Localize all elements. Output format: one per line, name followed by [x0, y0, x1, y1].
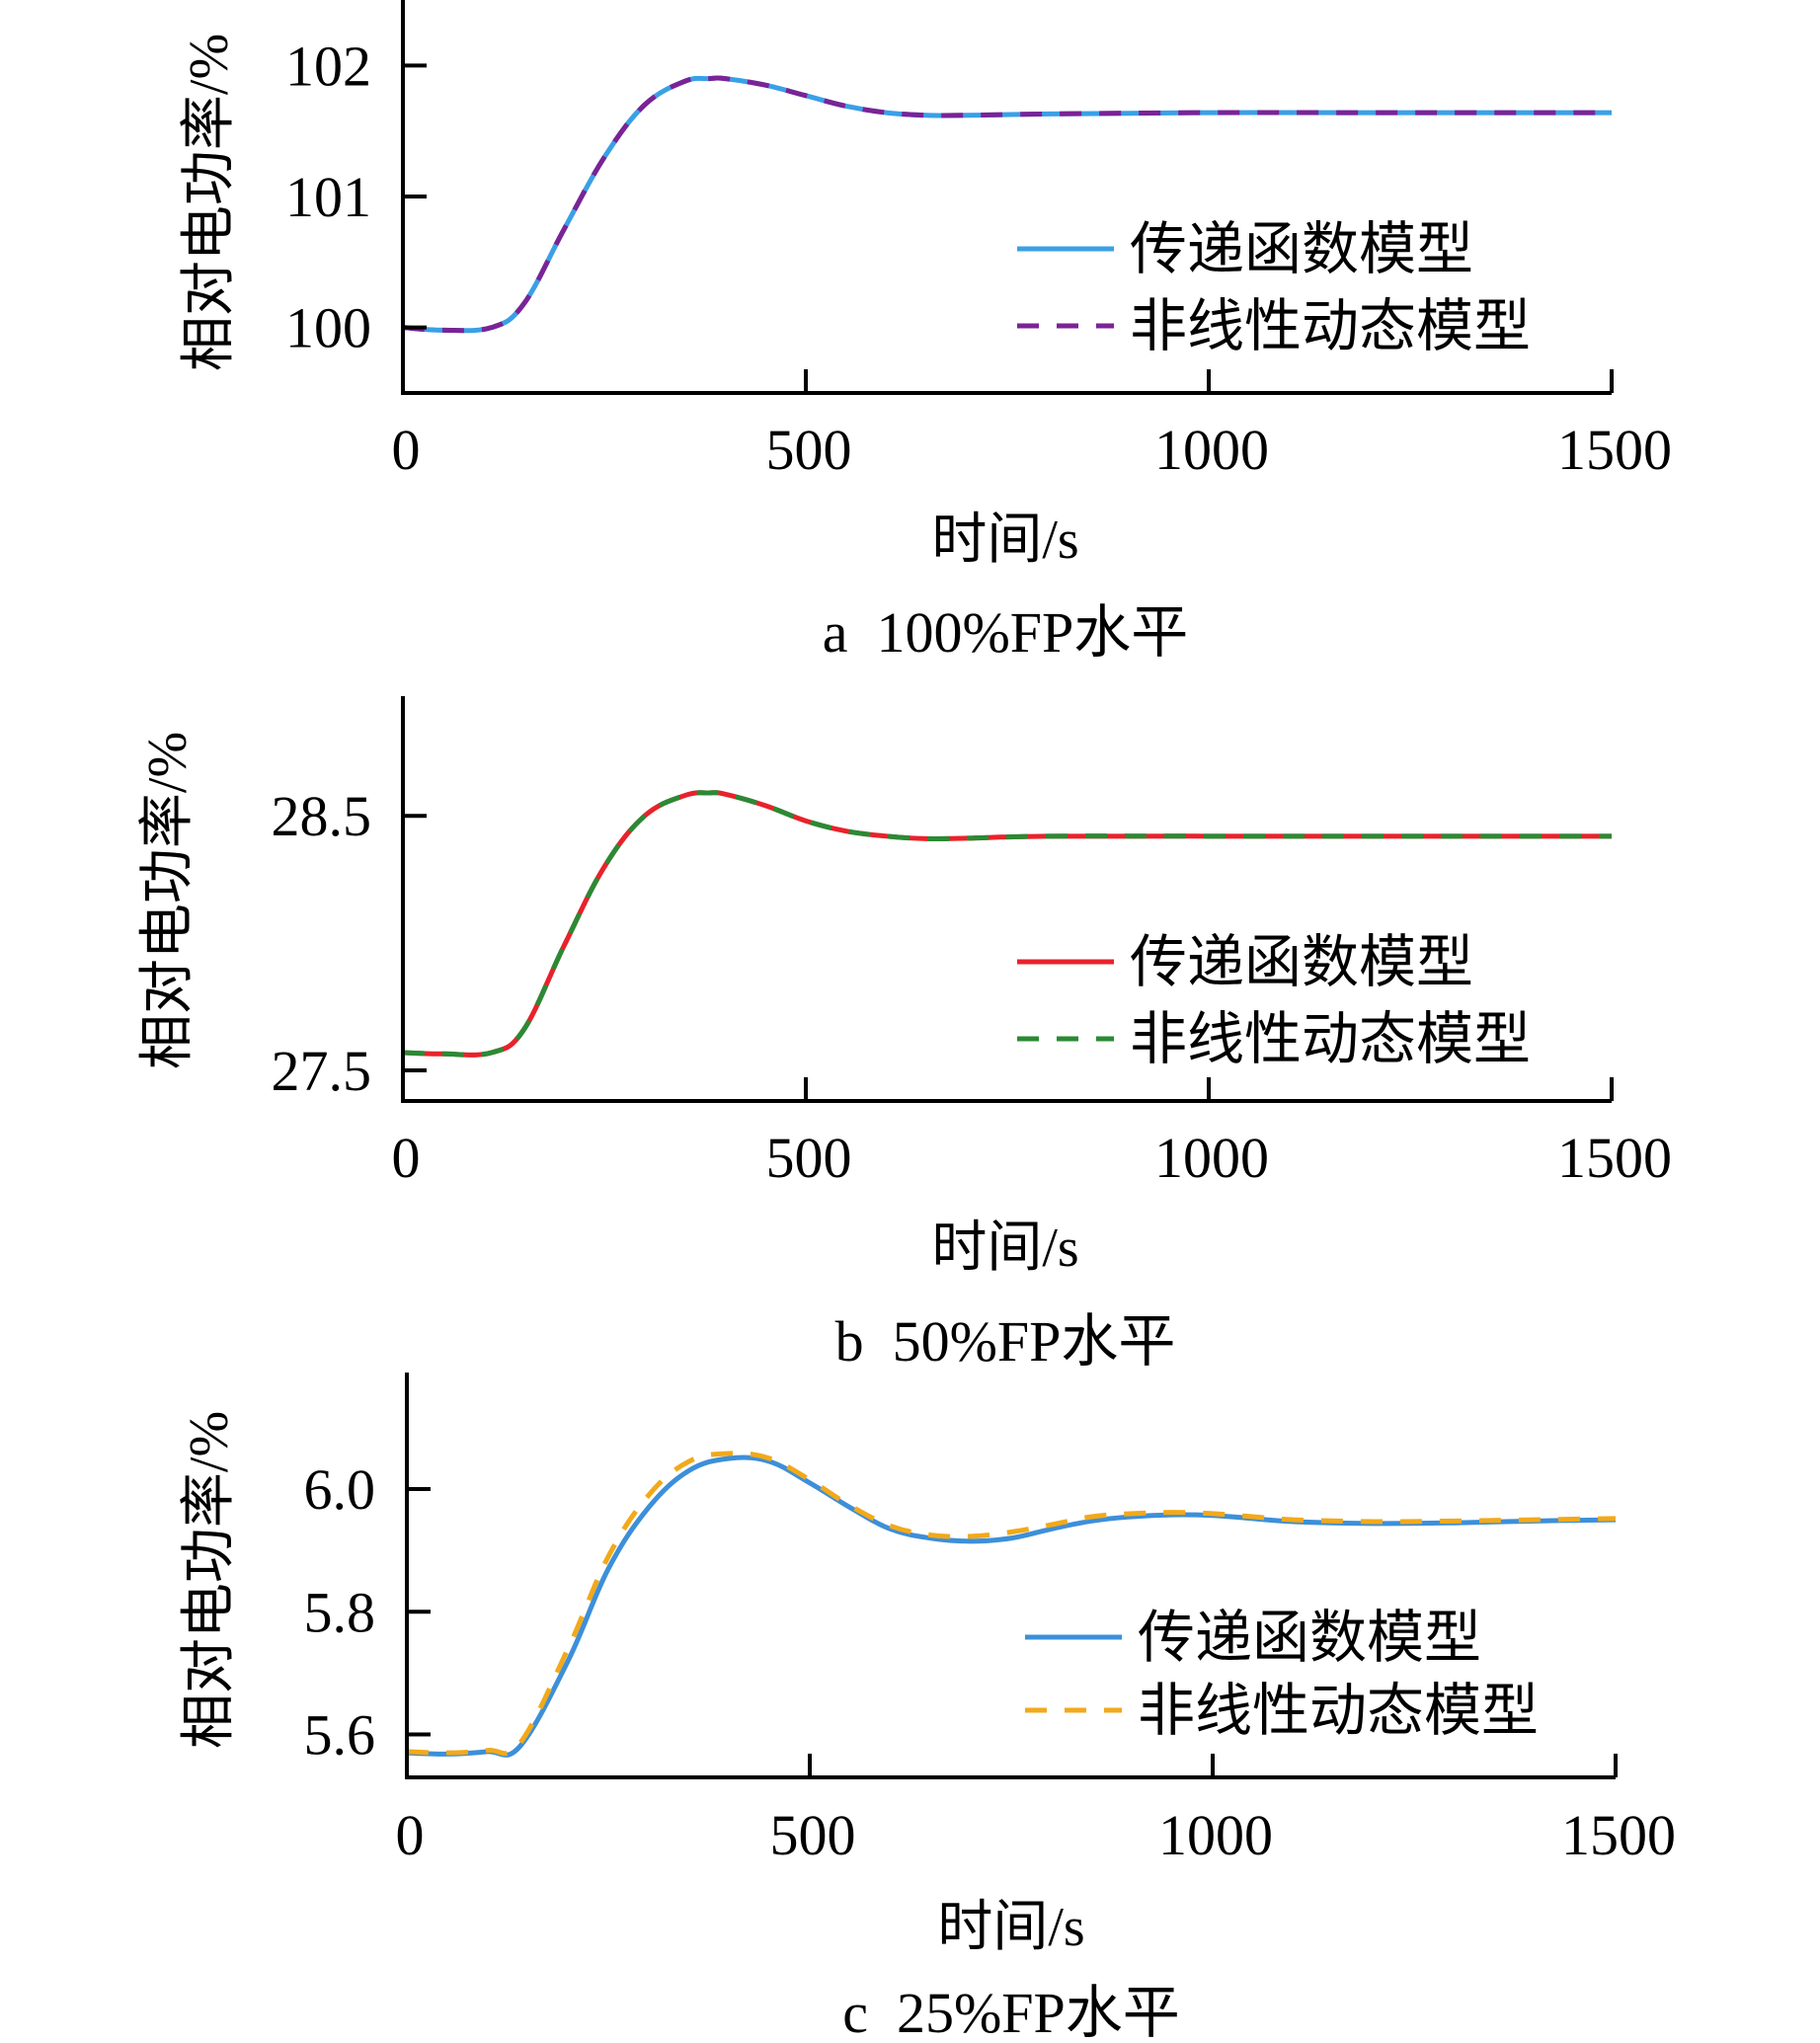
- panel-caption: a 100%FP水平: [823, 600, 1189, 665]
- x-tick-label: 0: [392, 1126, 421, 1190]
- y-tick-label: 100: [285, 296, 371, 360]
- y-axis-title: 相对电功率/%: [179, 34, 240, 371]
- legend: 传递函数模型 非线性动态模型: [1017, 217, 1531, 358]
- y-axis-title: 相对电功率/%: [137, 732, 198, 1069]
- x-axis-title: 时间/s: [931, 1218, 1078, 1279]
- series-line-1: [402, 75, 1612, 334]
- y-tick-label: 6.0: [304, 1457, 376, 1522]
- x-tick-label: 1500: [1557, 418, 1672, 482]
- series-line-1: [402, 790, 1612, 1058]
- x-tick-label: 1000: [1154, 418, 1269, 482]
- x-tick-label: 0: [392, 418, 421, 482]
- y-tick-label: 102: [285, 34, 371, 98]
- panel-caption: b 50%FP水平: [835, 1309, 1176, 1374]
- chart-panel-c: 0 500 1000 1500 5.6 5.8 6.0 时间/s 相对电功率/% 传递函数模…: [179, 1373, 1676, 2043]
- x-axis-title: 时间/s: [937, 1897, 1084, 1958]
- legend: 传递函数模型 非线性动态模型: [1025, 1606, 1539, 1743]
- y-tick-label: 27.5: [272, 1039, 372, 1103]
- y-tick-label: 5.8: [304, 1580, 376, 1644]
- legend-label-series-0: 传递函数模型: [1130, 930, 1473, 994]
- x-tick-label: 1500: [1561, 1803, 1676, 1867]
- y-tick-label: 101: [285, 165, 371, 229]
- y-tick-label: 5.6: [304, 1703, 376, 1768]
- panel-caption: c 25%FP水平: [842, 1981, 1180, 2043]
- legend-label-series-1: 非线性动态模型: [1138, 1679, 1539, 1743]
- legend: 传递函数模型 非线性动态模型: [1017, 930, 1531, 1071]
- x-tick-label: 1000: [1158, 1803, 1273, 1867]
- legend-label-series-0: 传递函数模型: [1130, 217, 1473, 281]
- series-line-1: [406, 1451, 1617, 1757]
- y-tick-label: 28.5: [272, 784, 372, 848]
- series-line-0: [402, 75, 1612, 334]
- x-tick-label: 1500: [1557, 1126, 1672, 1190]
- x-tick-label: 500: [770, 1803, 856, 1867]
- chart-panel-b: 0 500 1000 1500 27.5 28.5 时间/s 相对电功率/% 传递函数模型…: [137, 696, 1672, 1374]
- legend-label-series-0: 传递函数模型: [1138, 1606, 1481, 1670]
- y-axis-title: 相对电功率/%: [179, 1411, 240, 1749]
- x-axis-title: 时间/s: [931, 510, 1078, 571]
- x-tick-label: 0: [396, 1803, 425, 1867]
- x-tick-label: 1000: [1154, 1126, 1269, 1190]
- legend-label-series-1: 非线性动态模型: [1130, 294, 1531, 358]
- x-tick-label: 500: [766, 1126, 852, 1190]
- chart-panel-a: 0 500 1000 1500 100 101 102 时间/s 相对电功率/% 传递函数模…: [179, 0, 1672, 665]
- legend-label-series-1: 非线性动态模型: [1130, 1007, 1531, 1071]
- x-tick-label: 500: [766, 418, 852, 482]
